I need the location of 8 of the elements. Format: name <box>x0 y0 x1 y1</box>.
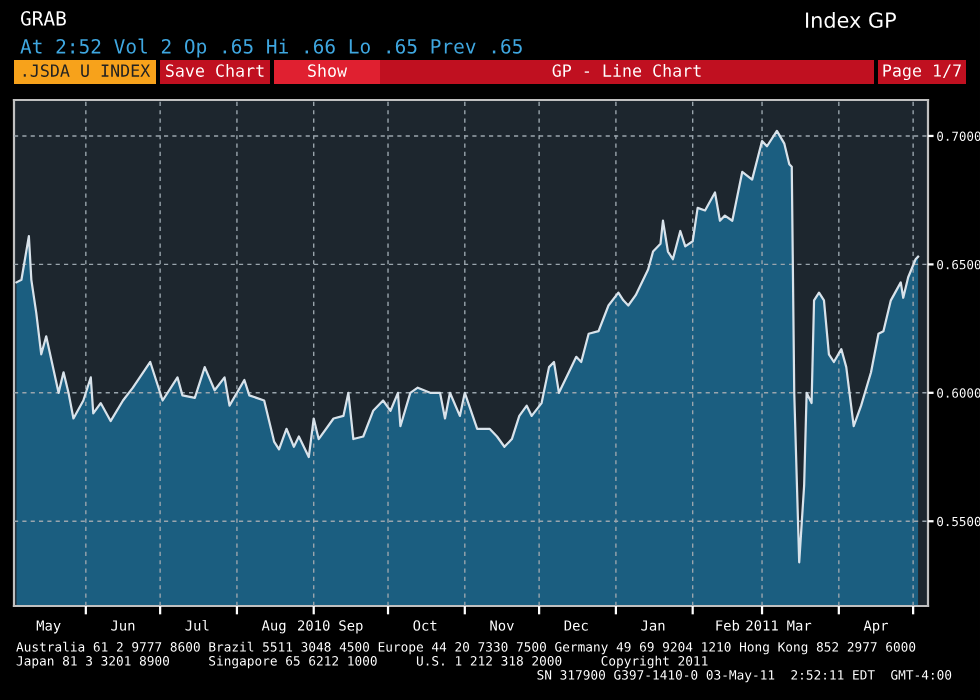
text: .JSDA U INDEX <box>23 64 151 77</box>
text: Index GP <box>806 11 896 29</box>
chart-title: GP - Line Chart <box>552 63 701 77</box>
text: GRAB <box>20 10 66 26</box>
text: Page 1/7 <box>883 64 961 81</box>
text: Save Chart <box>165 63 264 77</box>
text: At 2:52 Vol 2 Op .65 Hi .66 Lo .65 Prev .65 <box>20 38 522 58</box>
text: Show <box>308 63 348 77</box>
